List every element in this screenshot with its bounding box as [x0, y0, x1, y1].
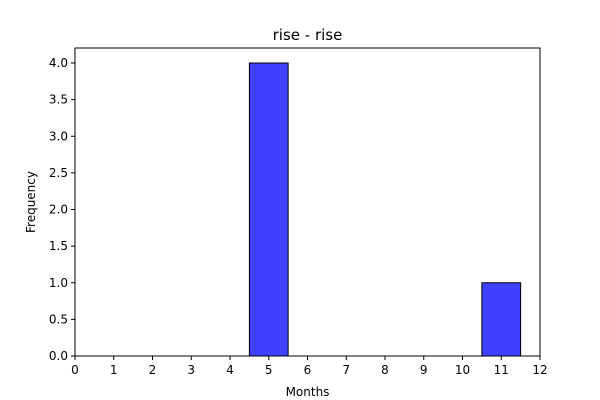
x-tick-label: 11 — [494, 363, 509, 377]
y-tick-label: 2.5 — [49, 166, 68, 180]
y-tick-label: 3.5 — [49, 93, 68, 107]
x-axis: 0 1 2 3 4 5 6 7 8 9 10 11 12 — [71, 356, 548, 377]
x-tick-label: 8 — [381, 363, 389, 377]
y-tick-label: 1.0 — [49, 276, 68, 290]
x-tick-label: 1 — [110, 363, 118, 377]
chart-title: rise - rise — [273, 26, 343, 44]
bars-layer — [248, 62, 522, 357]
y-tick-label: 1.5 — [49, 239, 68, 253]
x-tick-label: 10 — [455, 363, 470, 377]
y-tick-label: 3.0 — [49, 129, 68, 143]
x-tick-label: 9 — [420, 363, 428, 377]
x-tick-label: 4 — [226, 363, 234, 377]
x-tick-label: 5 — [265, 363, 273, 377]
y-tick-label: 0.0 — [49, 349, 68, 363]
x-axis-title: Months — [286, 385, 330, 399]
y-tick-label: 0.5 — [49, 312, 68, 326]
x-tick-label: 3 — [187, 363, 195, 377]
x-tick-label: 7 — [342, 363, 350, 377]
x-tick-label: 2 — [149, 363, 157, 377]
bar-month-11 — [481, 282, 522, 357]
bar-month-5 — [248, 62, 289, 357]
x-tick-label: 0 — [71, 363, 79, 377]
plot-frame — [74, 47, 541, 357]
x-tick-label: 12 — [532, 363, 547, 377]
x-tick-label: 6 — [304, 363, 312, 377]
y-axis: 0.0 0.5 1.0 1.5 2.0 2.5 3.0 3.5 4.0 — [49, 56, 75, 363]
y-tick-label: 4.0 — [49, 56, 68, 70]
y-axis-title: Frequency — [24, 171, 38, 233]
y-tick-label: 2.0 — [49, 203, 68, 217]
